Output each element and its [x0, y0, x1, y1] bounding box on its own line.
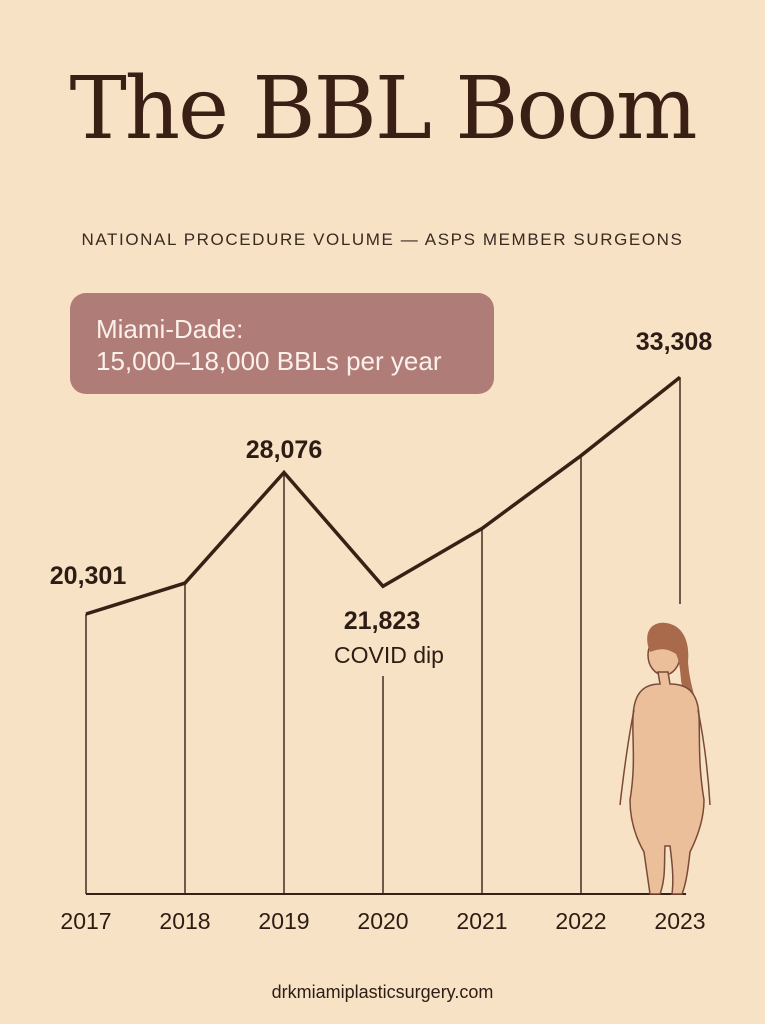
series-line — [85, 375, 682, 616]
data-label-2017: 20,301 — [50, 562, 127, 590]
miami-dade-callout: Miami-Dade: 15,000–18,000 BBLs per year — [70, 293, 494, 394]
x-tick-2021: 2021 — [456, 908, 507, 934]
x-tick-2018: 2018 — [159, 908, 210, 934]
chart-subtitle: NATIONAL PROCEDURE VOLUME — ASPS MEMBER … — [81, 230, 684, 249]
callout-line-1: Miami-Dade: — [96, 314, 244, 344]
data-label-2023: 33,308 — [636, 328, 713, 356]
callout-line-2: 15,000–18,000 BBLs per year — [96, 346, 442, 376]
annotation-2020: COVID dip — [334, 642, 444, 668]
x-tick-2017: 2017 — [60, 908, 111, 934]
source-url: drkmiamiplasticsurgery.com — [271, 982, 494, 1002]
x-tick-2023: 2023 — [654, 908, 705, 934]
page-title: The BBL Boom — [69, 59, 697, 159]
x-tick-2020: 2020 — [357, 908, 408, 934]
data-label-2020: 21,823 — [344, 607, 420, 635]
x-tick-2019: 2019 — [258, 908, 309, 934]
woman-silhouette-icon — [619, 622, 711, 895]
x-tick-2022: 2022 — [555, 908, 606, 934]
data-label-2019: 28,076 — [246, 436, 322, 464]
